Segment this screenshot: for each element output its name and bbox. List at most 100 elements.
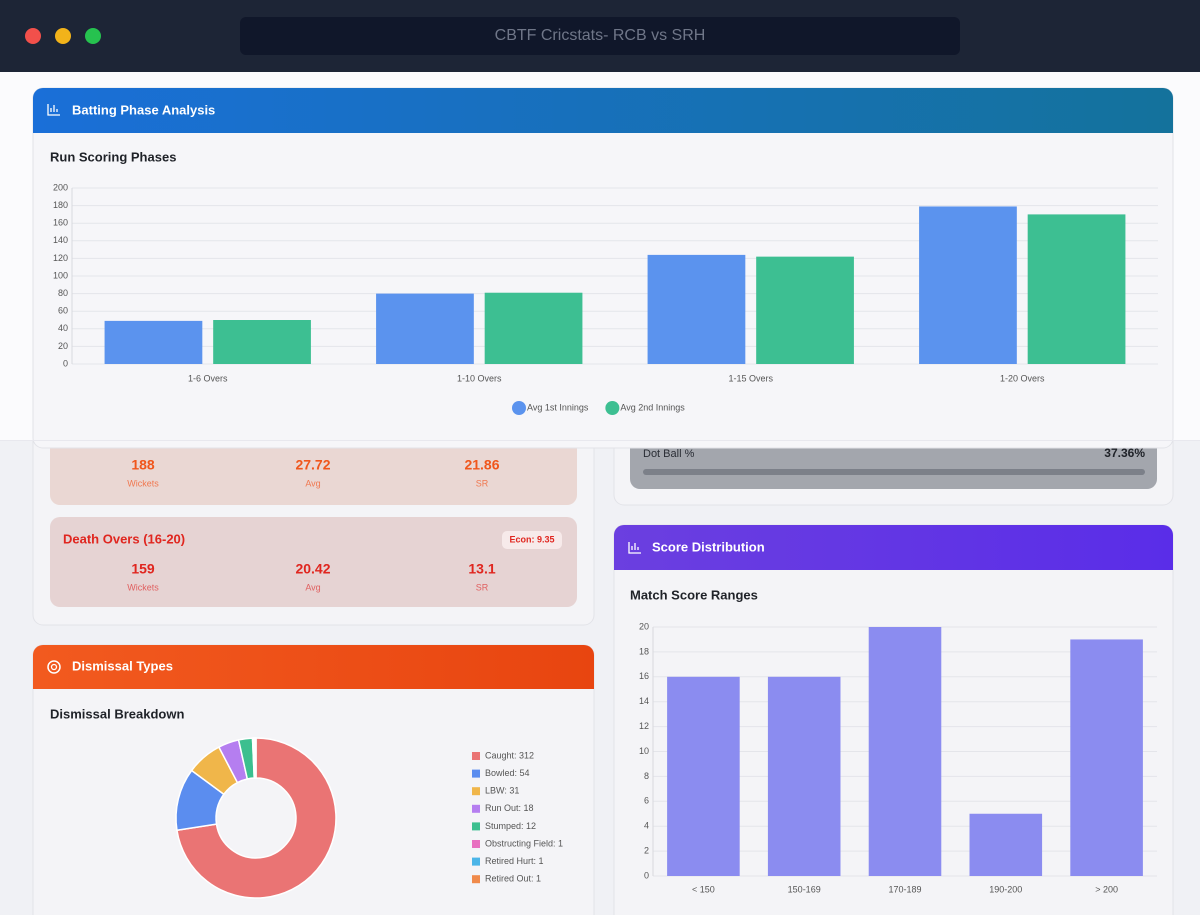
dot-value: 37.36% xyxy=(1104,446,1145,460)
x-tick-label: 170-189 xyxy=(888,884,921,894)
legend-label: Caught: 312 xyxy=(485,750,534,760)
card-title: Death Overs (16-20) xyxy=(63,531,185,546)
y-tick-label: 0 xyxy=(644,870,649,880)
legend-label: Stumped: 12 xyxy=(485,821,536,831)
bar xyxy=(667,676,740,876)
dot-label: Dot Ball % xyxy=(643,448,695,460)
bar xyxy=(756,256,854,364)
bar xyxy=(484,292,583,364)
stat-label: Avg xyxy=(305,478,320,488)
legend-label: LBW: 31 xyxy=(485,786,519,796)
x-tick-label: 1-6 Overs xyxy=(188,373,228,383)
stat-label: SR xyxy=(476,582,489,592)
y-tick-label: 18 xyxy=(639,646,649,656)
x-tick-label: 190-200 xyxy=(989,884,1022,894)
legend-label: Avg 2nd Innings xyxy=(620,402,685,412)
stat-value: 159 xyxy=(131,561,155,577)
y-tick-label: 0 xyxy=(63,358,68,368)
legend-label: Run Out: 18 xyxy=(485,803,534,813)
stat-value: 188 xyxy=(131,457,155,473)
x-tick-label: < 150 xyxy=(692,884,715,894)
batting-header xyxy=(33,88,1173,133)
address-bar xyxy=(240,17,960,55)
y-tick-label: 10 xyxy=(639,746,649,756)
y-tick-label: 40 xyxy=(58,323,68,333)
legend-label: Obstructing Field: 1 xyxy=(485,838,563,848)
legend-label: Bowled: 54 xyxy=(485,768,530,778)
score-chart: 0 2 4 6 8 10 12 14 16 18 20 < 150 150-169 170-189 190-… xyxy=(639,621,1157,894)
bar xyxy=(213,320,311,364)
legend-swatch xyxy=(605,401,620,415)
legend-swatch xyxy=(472,875,480,884)
pie-slice xyxy=(254,737,257,779)
legend-swatch xyxy=(512,401,526,415)
legend-label: Avg 1st Innings xyxy=(527,402,589,412)
stat-value: 13.1 xyxy=(468,561,495,577)
stat-label: SR xyxy=(476,478,489,488)
stat-value: 20.42 xyxy=(295,561,330,577)
legend-swatch xyxy=(472,752,480,760)
y-tick-label: 80 xyxy=(58,288,68,298)
y-tick-label: 14 xyxy=(639,696,649,706)
legend-label: Retired Out: 1 xyxy=(485,874,541,884)
y-tick-label: 4 xyxy=(644,821,649,831)
panel-title: Batting Phase Analysis xyxy=(72,102,215,117)
x-tick-label: 150-169 xyxy=(788,884,821,894)
legend-label: Retired Hurt: 1 xyxy=(485,856,544,866)
bar xyxy=(647,254,746,364)
bar xyxy=(919,206,1017,364)
bar xyxy=(868,627,942,876)
y-tick-label: 200 xyxy=(53,182,68,192)
legend-swatch xyxy=(472,804,480,813)
legend-swatch xyxy=(472,857,480,866)
legend-swatch xyxy=(472,769,480,778)
bar xyxy=(376,293,474,364)
overlay-edge xyxy=(0,440,1200,441)
dot-track xyxy=(643,469,1145,475)
y-tick-label: 2 xyxy=(644,845,649,855)
y-tick-label: 140 xyxy=(53,235,68,245)
chart-icon xyxy=(628,542,641,554)
chart-icon xyxy=(47,104,60,116)
chart-title: Run Scoring Phases xyxy=(50,149,176,164)
panel-title: Dismissal Types xyxy=(72,658,173,673)
y-tick-label: 180 xyxy=(53,200,68,210)
bar xyxy=(104,320,203,364)
y-tick-label: 60 xyxy=(58,306,68,316)
y-tick-label: 100 xyxy=(53,270,68,280)
econ-badge xyxy=(502,531,562,549)
bar xyxy=(1070,639,1143,876)
stat-label: Wickets xyxy=(127,478,159,488)
stat-value: 21.86 xyxy=(464,457,499,473)
x-tick-label: 1-15 Overs xyxy=(728,373,773,383)
x-tick-label: 1-10 Overs xyxy=(457,373,502,383)
phase-card xyxy=(50,517,577,607)
panel-title: Score Distribution xyxy=(652,539,765,554)
pie-chart: Caught: 312 Bowled: 54 LBW: 31 Run Out: 18 S… xyxy=(175,737,563,899)
y-tick-label: 8 xyxy=(644,771,649,781)
legend-swatch xyxy=(472,787,480,796)
x-tick-label: 1-20 Overs xyxy=(1000,373,1045,383)
score-header xyxy=(614,525,1173,570)
close-button[interactable] xyxy=(25,28,41,44)
pie-slice xyxy=(176,737,337,899)
chart-title: Match Score Ranges xyxy=(630,587,758,602)
stat-value: 27.72 xyxy=(295,457,330,473)
legend-swatch xyxy=(472,822,480,831)
minimize-button[interactable] xyxy=(55,28,71,44)
y-tick-label: 20 xyxy=(639,621,649,631)
bar xyxy=(767,676,841,876)
bar xyxy=(969,813,1043,876)
legend-swatch xyxy=(472,840,480,848)
maximize-button[interactable] xyxy=(85,28,101,44)
stats: 188 Wickets 27.72 Avg 21.86 SR 159 Wickets 20.42… xyxy=(127,457,499,593)
y-tick-label: 20 xyxy=(58,341,68,351)
window-title: CBTF Cricstats- RCB vs SRH xyxy=(495,27,706,44)
batting-chart: 0 20 40 60 80 100 120 140 160 180 200 1-6 Overs 1-10… xyxy=(53,182,1158,415)
y-tick-label: 160 xyxy=(53,218,68,228)
econ-badge-text: Econ: 9.35 xyxy=(509,534,554,544)
x-tick-label: > 200 xyxy=(1095,884,1118,894)
stat-label: Wickets xyxy=(127,582,159,592)
